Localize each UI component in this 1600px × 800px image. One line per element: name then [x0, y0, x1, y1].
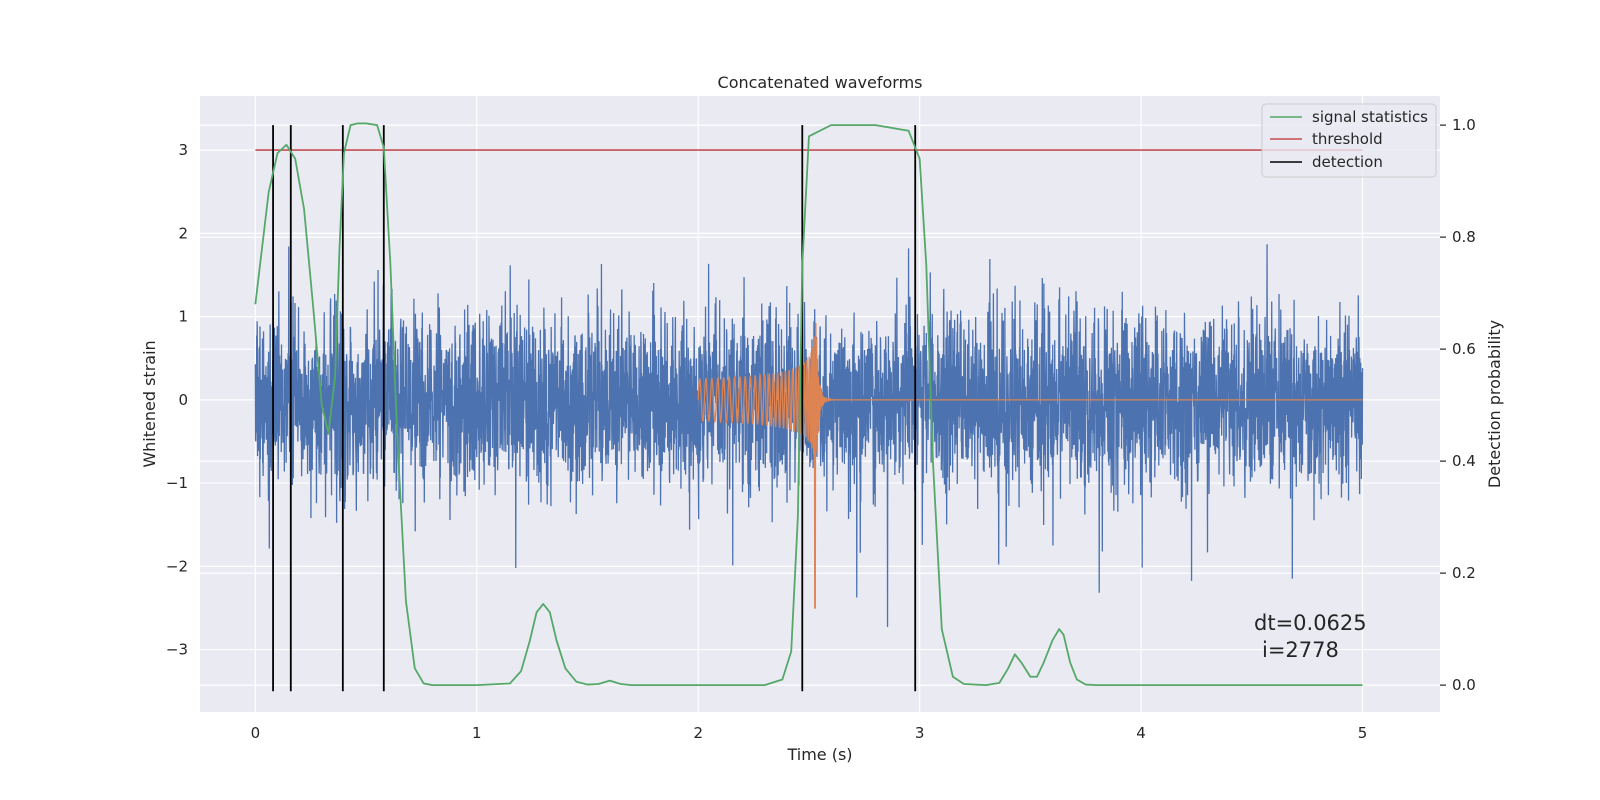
y-right-tick-label: 1.0 [1452, 116, 1476, 134]
y-right-tick-label: 0.0 [1452, 676, 1476, 694]
y-axis-label: Whitened strain [140, 340, 159, 467]
y-tick-label: −1 [166, 474, 188, 492]
chart-title: Concatenated waveforms [718, 73, 923, 92]
x-tick-label: 3 [915, 724, 925, 742]
legend-label-threshold: threshold [1312, 130, 1383, 148]
y-tick-label: 1 [178, 308, 188, 326]
y-tick-label: −3 [166, 641, 188, 659]
legend-label-detection: detection [1312, 153, 1383, 171]
y-tick-label: −2 [166, 557, 188, 575]
x-tick-label: 4 [1136, 724, 1146, 742]
y-right-tick-label: 0.2 [1452, 564, 1476, 582]
ticks-layer: 0 1 2 3 4 5 −3 −2 −1 0 1 2 3 0.0 0.2 0.4 0.6 0.8 1.0 [166, 116, 1476, 742]
x-tick-label: 5 [1358, 724, 1368, 742]
y-tick-label: 0 [178, 391, 188, 409]
y-right-tick-label: 0.6 [1452, 340, 1476, 358]
x-tick-label: 0 [251, 724, 261, 742]
x-axis-label: Time (s) [786, 745, 852, 764]
signal-statistics-line [254, 122, 1363, 687]
y-axis-right-label: Detection probability [1485, 320, 1504, 488]
annotation-dt: dt=0.0625 [1254, 611, 1367, 635]
annotation-i: i=2778 [1262, 638, 1339, 662]
y-right-tick-label: 0.8 [1452, 228, 1476, 246]
legend-box [1261, 103, 1437, 178]
x-tick-label: 1 [472, 724, 482, 742]
x-tick-label: 2 [693, 724, 703, 742]
template-series-line [697, 322, 1363, 609]
legend: signal statistics threshold detection [1261, 103, 1437, 178]
series-layer [254, 122, 1364, 692]
legend-label-signal-statistics: signal statistics [1312, 108, 1428, 126]
y-right-tick-label: 0.4 [1452, 452, 1476, 470]
y-tick-label: 2 [178, 224, 188, 242]
y-tick-label: 3 [178, 141, 188, 159]
